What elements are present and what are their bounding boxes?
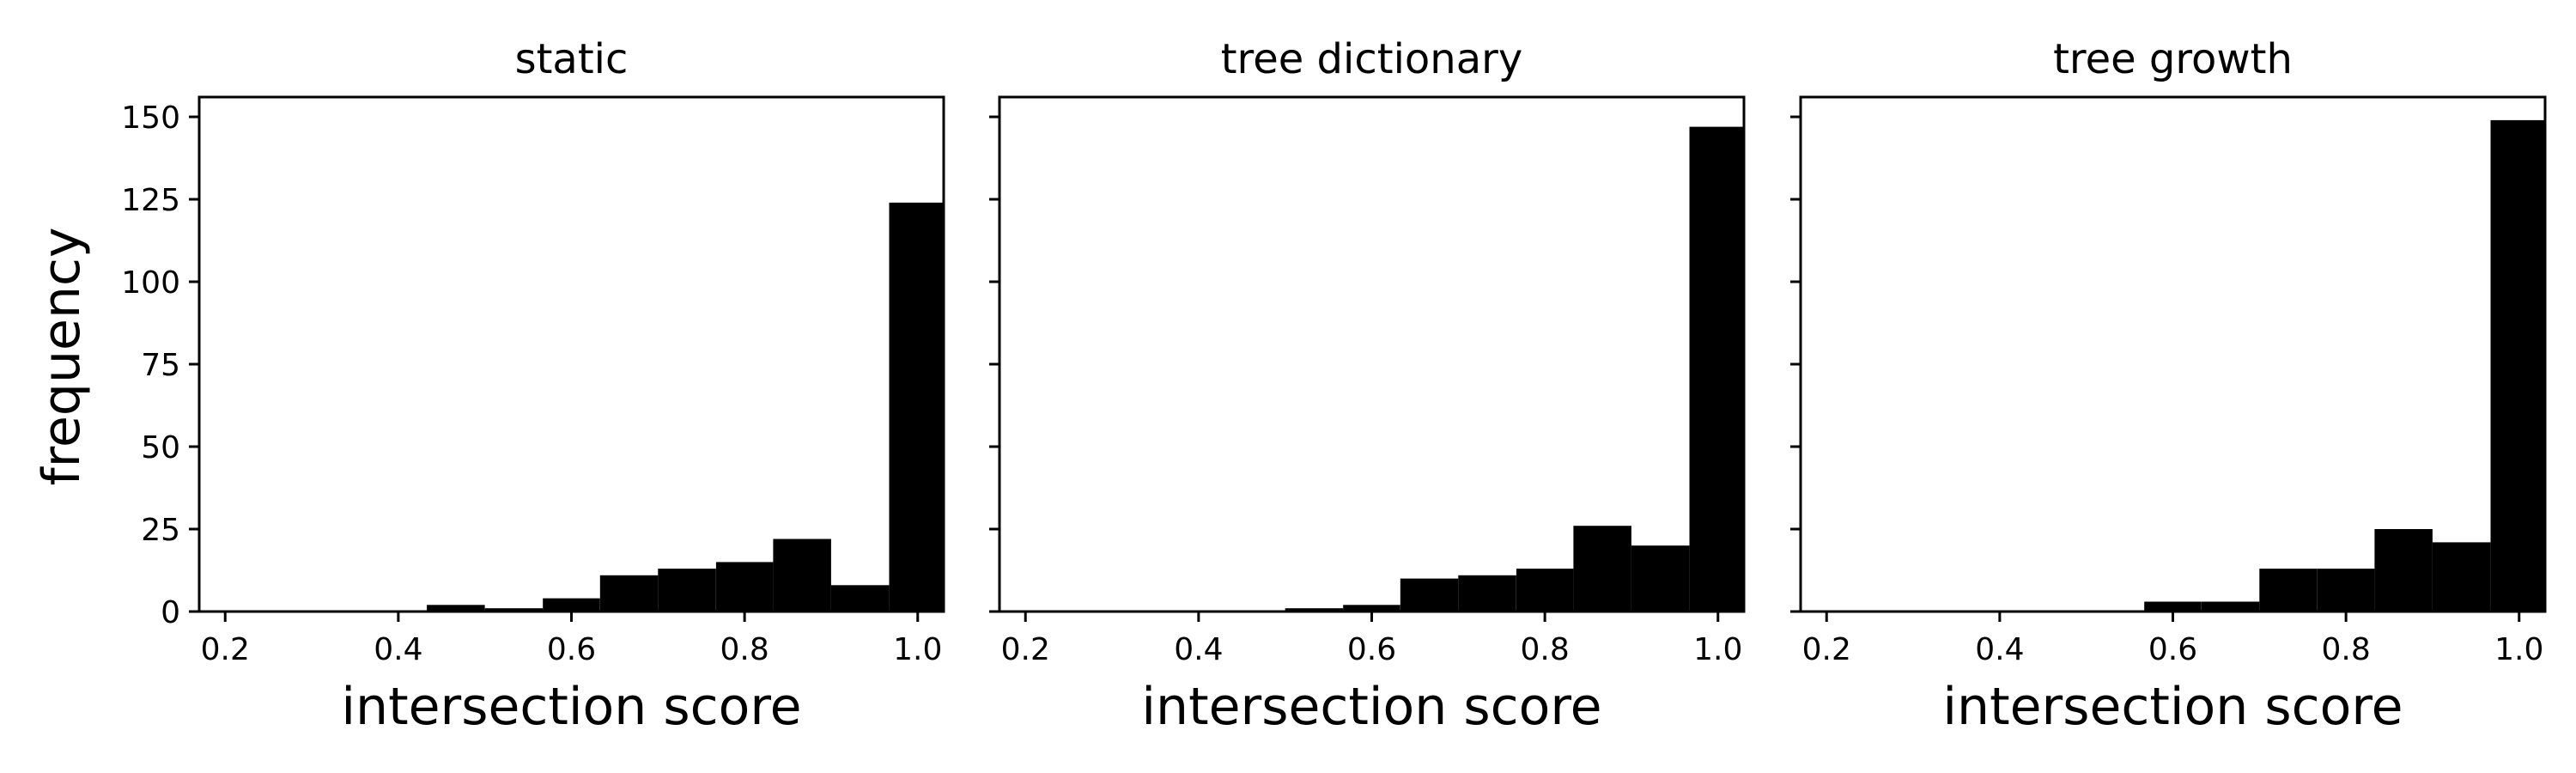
panels: 0.2 0.4 0.6 0.8 1.0 0 25 50 75 100 125 150 static int… [121, 35, 2547, 737]
histogram-bar [1343, 605, 1400, 612]
histogram-bar [1516, 569, 1574, 612]
x-tick-label: 0.6 [547, 632, 596, 667]
panel-title: tree dictionary [1221, 35, 1523, 83]
panel-1: 0.2 0.4 0.6 0.8 1.0 0 25 50 75 100 125 150 static int… [121, 35, 945, 737]
histogram-bar [1285, 608, 1344, 612]
panel-2: 0.2 0.4 0.6 0.8 1.0 tree dictionary intersecti… [989, 35, 1746, 737]
x-tick-label: 0.4 [374, 632, 422, 667]
x-tick-label: 0.4 [1975, 632, 2024, 667]
y-tick-label: 25 [141, 513, 180, 548]
y-axis-label: frequency [32, 228, 92, 486]
y-tick-label: 150 [121, 100, 180, 136]
histogram-bar [2490, 119, 2545, 612]
histogram-bar [484, 608, 544, 612]
histogram-bar [2259, 569, 2318, 612]
histogram-bar [889, 202, 944, 612]
x-tick-label: 0.6 [2148, 632, 2197, 667]
panel-title: static [515, 35, 629, 83]
x-tick-label: 0.2 [1001, 632, 1050, 667]
histogram-bar [2374, 529, 2433, 612]
histogram-bar [543, 598, 600, 612]
panel-title: tree growth [2053, 35, 2293, 83]
histogram-bar [1573, 526, 1631, 612]
x-tick-label: 0.8 [720, 632, 769, 667]
x-axis-label: intersection score [341, 677, 801, 737]
y-tick-label: 50 [141, 430, 180, 466]
histogram-bar [658, 569, 716, 612]
histogram-bar [599, 575, 659, 612]
y-tick-label: 125 [121, 183, 180, 218]
x-axis-label: intersection score [1141, 677, 1601, 737]
histogram-bar [2317, 569, 2375, 612]
x-tick-label: 0.8 [1520, 632, 1569, 667]
y-tick-label: 0 [161, 595, 180, 630]
histogram-bar [1689, 126, 1744, 612]
x-tick-label: 0.8 [2321, 632, 2370, 667]
x-tick-label: 0.4 [1174, 632, 1223, 667]
x-tick-label: 0.2 [1802, 632, 1851, 667]
panel-3: 0.2 0.4 0.6 0.8 1.0 tree growth intersection s… [1790, 35, 2547, 737]
y-tick-label: 75 [141, 348, 180, 383]
histogram-bar [1631, 545, 1690, 612]
histogram-bar [773, 539, 831, 612]
histogram-bar [830, 585, 890, 612]
y-tick-label: 100 [121, 265, 180, 301]
histogram-bar [1458, 575, 1516, 612]
x-tick-label: 0.6 [1347, 632, 1396, 667]
histogram-bar [2144, 601, 2202, 612]
histogram-bar [715, 562, 774, 612]
x-tick-label: 1.0 [893, 632, 942, 667]
x-tick-label: 1.0 [2494, 632, 2543, 667]
histogram-bar [1400, 578, 1459, 612]
histogram-bar [2201, 601, 2260, 612]
x-axis-label: intersection score [1942, 677, 2403, 737]
x-tick-label: 1.0 [1693, 632, 1742, 667]
histogram-bar [2432, 542, 2491, 612]
histogram-bar [427, 605, 485, 612]
x-tick-label: 0.2 [201, 632, 250, 667]
